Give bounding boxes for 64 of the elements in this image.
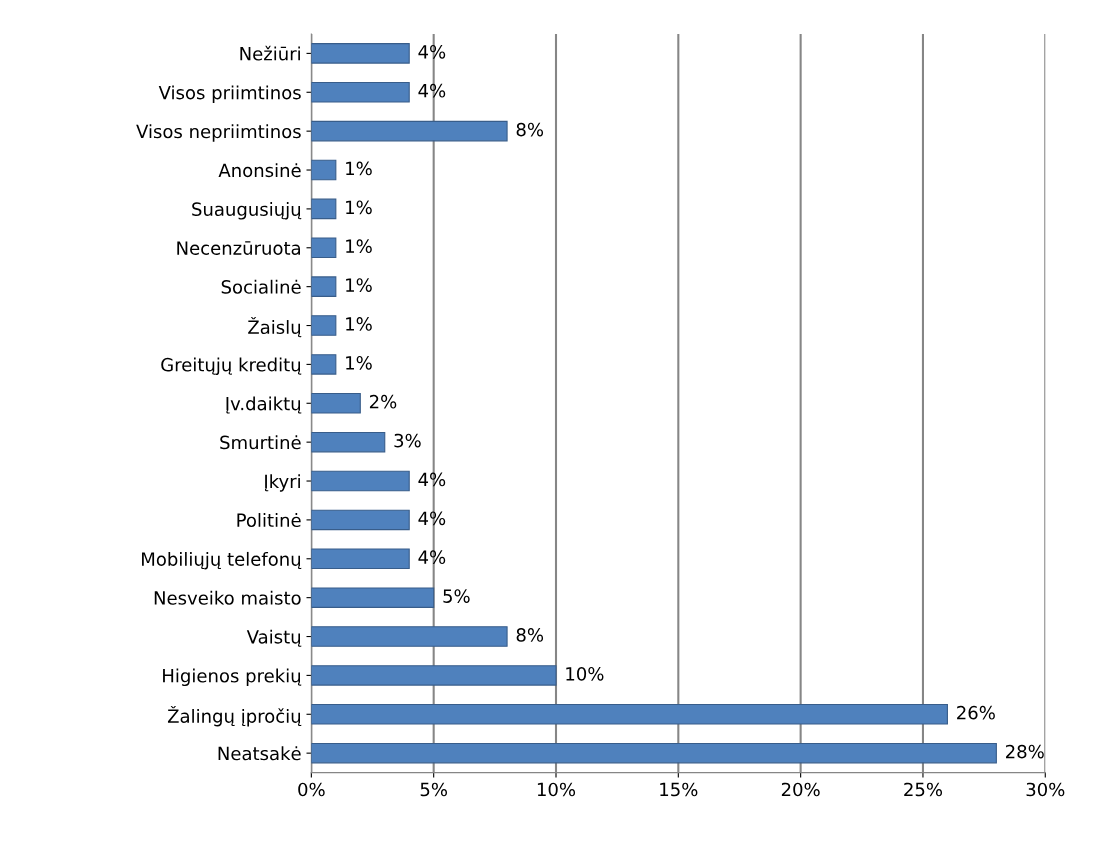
y-tick-label: Nežiūri [240, 45, 300, 61]
data-label: 26% [957, 705, 995, 720]
data-label: 1% [346, 161, 372, 176]
data-label: 5% [443, 589, 470, 603]
data-label: 4% [418, 472, 446, 487]
data-label: 8% [516, 122, 544, 137]
x-tick-label: 20% [781, 782, 820, 797]
y-tick-label: Visos priimtinos [158, 85, 301, 103]
bar [311, 393, 361, 414]
data-label: 1% [346, 200, 372, 215]
bar [311, 587, 435, 608]
data-label: 4% [418, 511, 446, 526]
bar [311, 704, 948, 725]
y-tick-label: Įv.daiktų [226, 396, 302, 414]
data-label: 10% [566, 666, 604, 681]
data-label: 8% [516, 628, 544, 642]
y-tick-label: Higienos prekių [163, 668, 302, 687]
y-tick-label: Anonsinė [218, 163, 301, 178]
data-label: 1% [346, 355, 372, 370]
data-label: 2% [369, 394, 397, 409]
y-tick-label: Visos nepriimtinos [136, 124, 301, 142]
bar [311, 315, 337, 336]
bar [311, 470, 410, 492]
y-tick-label: Suaugusiųjų [192, 202, 302, 220]
y-tick-label: Mobiliųjų telefonų [142, 551, 302, 570]
data-label: 4% [418, 83, 446, 98]
bar [311, 43, 410, 64]
data-label: 1% [346, 239, 372, 254]
bar [311, 548, 410, 570]
bar [311, 237, 337, 259]
x-tick-label: 15% [660, 782, 698, 797]
data-label: 1% [346, 317, 372, 331]
y-tick-label: Neatsakė [218, 746, 301, 761]
data-label: 4% [418, 550, 446, 565]
data-label: 1% [346, 278, 372, 292]
y-tick-label: Smurtinė [220, 435, 301, 450]
y-tick-label: Socialinė [221, 279, 301, 294]
bar [311, 276, 337, 297]
x-tick-label: 5% [420, 782, 448, 797]
bar [311, 509, 410, 531]
bar [311, 742, 997, 764]
bar [311, 665, 557, 686]
bar [311, 159, 337, 181]
x-tick-label: 25% [904, 782, 943, 797]
y-tick-label: Įkyri [264, 474, 300, 492]
data-label: 3% [394, 433, 421, 448]
data-label: 28% [1006, 744, 1044, 759]
bar [311, 81, 410, 103]
x-tick-label: 10% [537, 782, 576, 797]
y-tick-label: Politinė [237, 513, 301, 528]
y-tick-label: Necenzūruota [177, 241, 300, 255]
y-tick-label: Greitųjų kreditų [161, 357, 302, 376]
bar [311, 626, 508, 647]
y-tick-label: Žaislų [248, 317, 302, 338]
bar [311, 198, 337, 220]
bar [311, 431, 386, 453]
x-tick-label: 0% [298, 782, 325, 797]
y-tick-label: Žalingų įpročių [167, 705, 302, 727]
data-label: 4% [418, 44, 446, 59]
y-tick-label: Nesveiko maisto [154, 590, 301, 605]
x-tick-label: 30% [1026, 782, 1065, 797]
y-tick-label: Vaistų [246, 629, 302, 647]
bar [311, 120, 508, 142]
bar [311, 354, 337, 375]
